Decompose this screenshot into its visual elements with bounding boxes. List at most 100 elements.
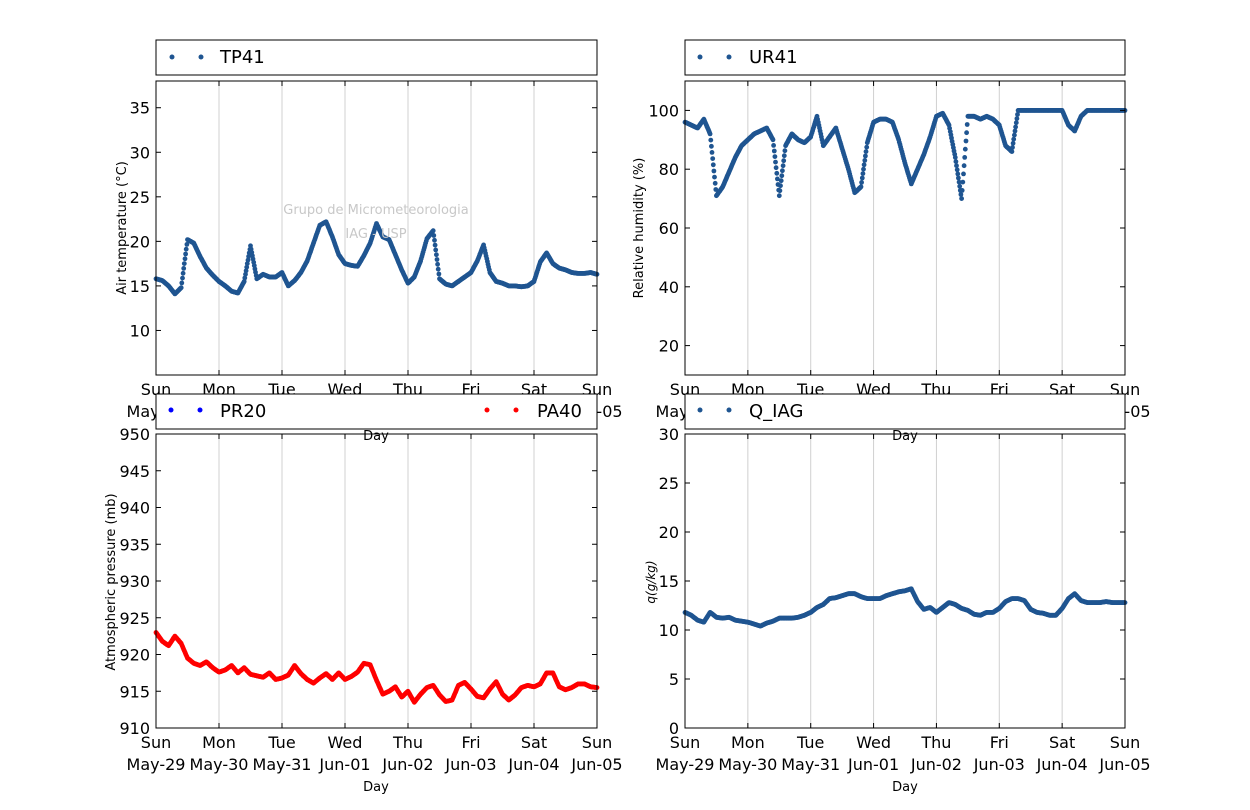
x-grid xyxy=(747,434,1063,728)
data-point-ur41 xyxy=(1010,145,1015,150)
x-tick-label-day: Fri xyxy=(461,733,480,752)
data-point-tp41 xyxy=(433,247,439,253)
legend-box xyxy=(155,393,598,430)
y-axis-ticks: 10 15 20 25 30 35 xyxy=(130,99,597,340)
legend-box xyxy=(684,393,1126,430)
data-point-tp41 xyxy=(183,246,189,252)
data-point-tp41 xyxy=(181,261,187,266)
x-tick-label-date: Jun-04 xyxy=(1036,755,1088,774)
x-tick-label-date: Jun-03 xyxy=(973,755,1025,774)
y-tick-label: 100 xyxy=(648,101,679,120)
data-point-ur41 xyxy=(781,158,787,164)
data-point-ur41 xyxy=(771,143,776,148)
data-points xyxy=(682,108,1128,202)
legend-label-tp41: TP41 xyxy=(219,47,265,68)
y-tick-label: 20 xyxy=(130,232,150,251)
x-tick-label-day: Wed xyxy=(856,733,891,752)
data-point-tp41 xyxy=(244,264,250,270)
data-point-ur41 xyxy=(860,171,866,177)
data-point-ur41 xyxy=(709,150,715,155)
data-point-tp41 xyxy=(182,256,188,262)
data-point-ur41 xyxy=(960,179,966,185)
data-point-ur41 xyxy=(712,174,717,180)
y-tick-label: 15 xyxy=(659,572,679,591)
data-point-ur41 xyxy=(708,137,714,143)
y-axis-ticks: 910 915 920 925 930 935 940 945 950 xyxy=(119,425,597,738)
y-tick-label: 920 xyxy=(119,646,150,665)
data-point-ur41 xyxy=(776,193,782,199)
data-point-tp41 xyxy=(243,268,249,274)
data-point-ur41 xyxy=(961,171,966,177)
data-point-ur41 xyxy=(961,163,967,169)
y-tick-label: 30 xyxy=(659,425,679,444)
plot-frame xyxy=(155,80,598,376)
legend-marker xyxy=(198,54,204,60)
data-points xyxy=(153,219,600,297)
legend-marker xyxy=(513,407,519,413)
legend-marker xyxy=(726,407,732,413)
data-point-ur41 xyxy=(956,179,962,185)
legend-marker xyxy=(726,54,732,60)
data-point-ur41 xyxy=(773,165,779,171)
data-point-tp41 xyxy=(184,242,190,247)
plot-frame xyxy=(684,80,1126,376)
data-point-ur41 xyxy=(780,163,786,169)
x-tick-label-day: Sat xyxy=(521,733,547,752)
y-tick-label: 35 xyxy=(130,99,150,118)
x-tick-label-day: Tue xyxy=(267,733,295,752)
data-point-tp41 xyxy=(181,266,187,271)
data-point-ur41 xyxy=(1014,116,1020,121)
x-tick-label-day: Sun xyxy=(1110,733,1140,752)
x-tick-label-date: May-31 xyxy=(781,755,840,774)
data-points xyxy=(682,586,1128,629)
data-point-ur41 xyxy=(780,168,785,174)
watermark-line1: Grupo de Micrometeorologia xyxy=(283,203,469,218)
legend-box xyxy=(155,39,598,76)
data-point-ur41 xyxy=(863,153,868,159)
plot-frame xyxy=(684,433,1126,729)
legend-marker xyxy=(697,407,703,413)
x-tick-label-day: Sun xyxy=(582,733,612,752)
legend-marker xyxy=(697,54,703,60)
data-point-ur41 xyxy=(1013,124,1018,130)
data-point-tp41 xyxy=(178,285,184,291)
data-point-ur41 xyxy=(858,184,864,190)
data-point-ur41 xyxy=(956,175,961,181)
data-point-ur41 xyxy=(771,148,777,154)
data-point-tp41 xyxy=(241,279,247,284)
data-point-ur41 xyxy=(953,159,959,165)
y-tick-label: 945 xyxy=(119,462,150,481)
data-point-ur41 xyxy=(709,143,714,149)
legend-marker xyxy=(484,407,490,413)
y-tick-label: 20 xyxy=(659,337,679,356)
y-axis-label: Air temperature (°C) xyxy=(115,161,130,295)
x-tick-label-day: Sat xyxy=(1049,733,1075,752)
data-point-ur41 xyxy=(779,173,785,179)
y-tick-label: 915 xyxy=(119,682,150,701)
y-tick-label: 25 xyxy=(130,188,150,207)
data-point-ur41 xyxy=(862,158,868,163)
x-tick-label-day: Thu xyxy=(920,733,951,752)
x-axis-label: Day xyxy=(363,780,389,795)
data-point-ur41 xyxy=(962,155,968,160)
x-tick-label-date: Jun-02 xyxy=(381,755,433,774)
data-point-ur41 xyxy=(959,188,965,193)
x-tick-label-day: Thu xyxy=(392,733,423,752)
data-point-tp41 xyxy=(434,257,440,262)
data-point-ur41 xyxy=(861,166,866,172)
data-point-tp41 xyxy=(242,275,248,281)
data-point-ur41 xyxy=(712,180,718,186)
data-point-ur41 xyxy=(782,148,788,154)
x-tick-label-date: May-30 xyxy=(190,755,249,774)
x-tick-label-day: Sun xyxy=(670,733,700,752)
data-point-ur41 xyxy=(772,154,778,160)
chart-air-temperature: TP41 Grupo de Micrometeorologia IAG - US… xyxy=(115,39,623,444)
data-point-ur41 xyxy=(864,144,870,150)
data-point-tp41 xyxy=(430,228,436,234)
legend-marker xyxy=(197,407,203,413)
data-point-tp41 xyxy=(435,261,440,267)
data-point-ur41 xyxy=(964,130,969,136)
x-tick-label-date: Jun-04 xyxy=(507,755,559,774)
data-point-ur41 xyxy=(955,171,961,177)
data-point-tp41 xyxy=(180,270,186,276)
